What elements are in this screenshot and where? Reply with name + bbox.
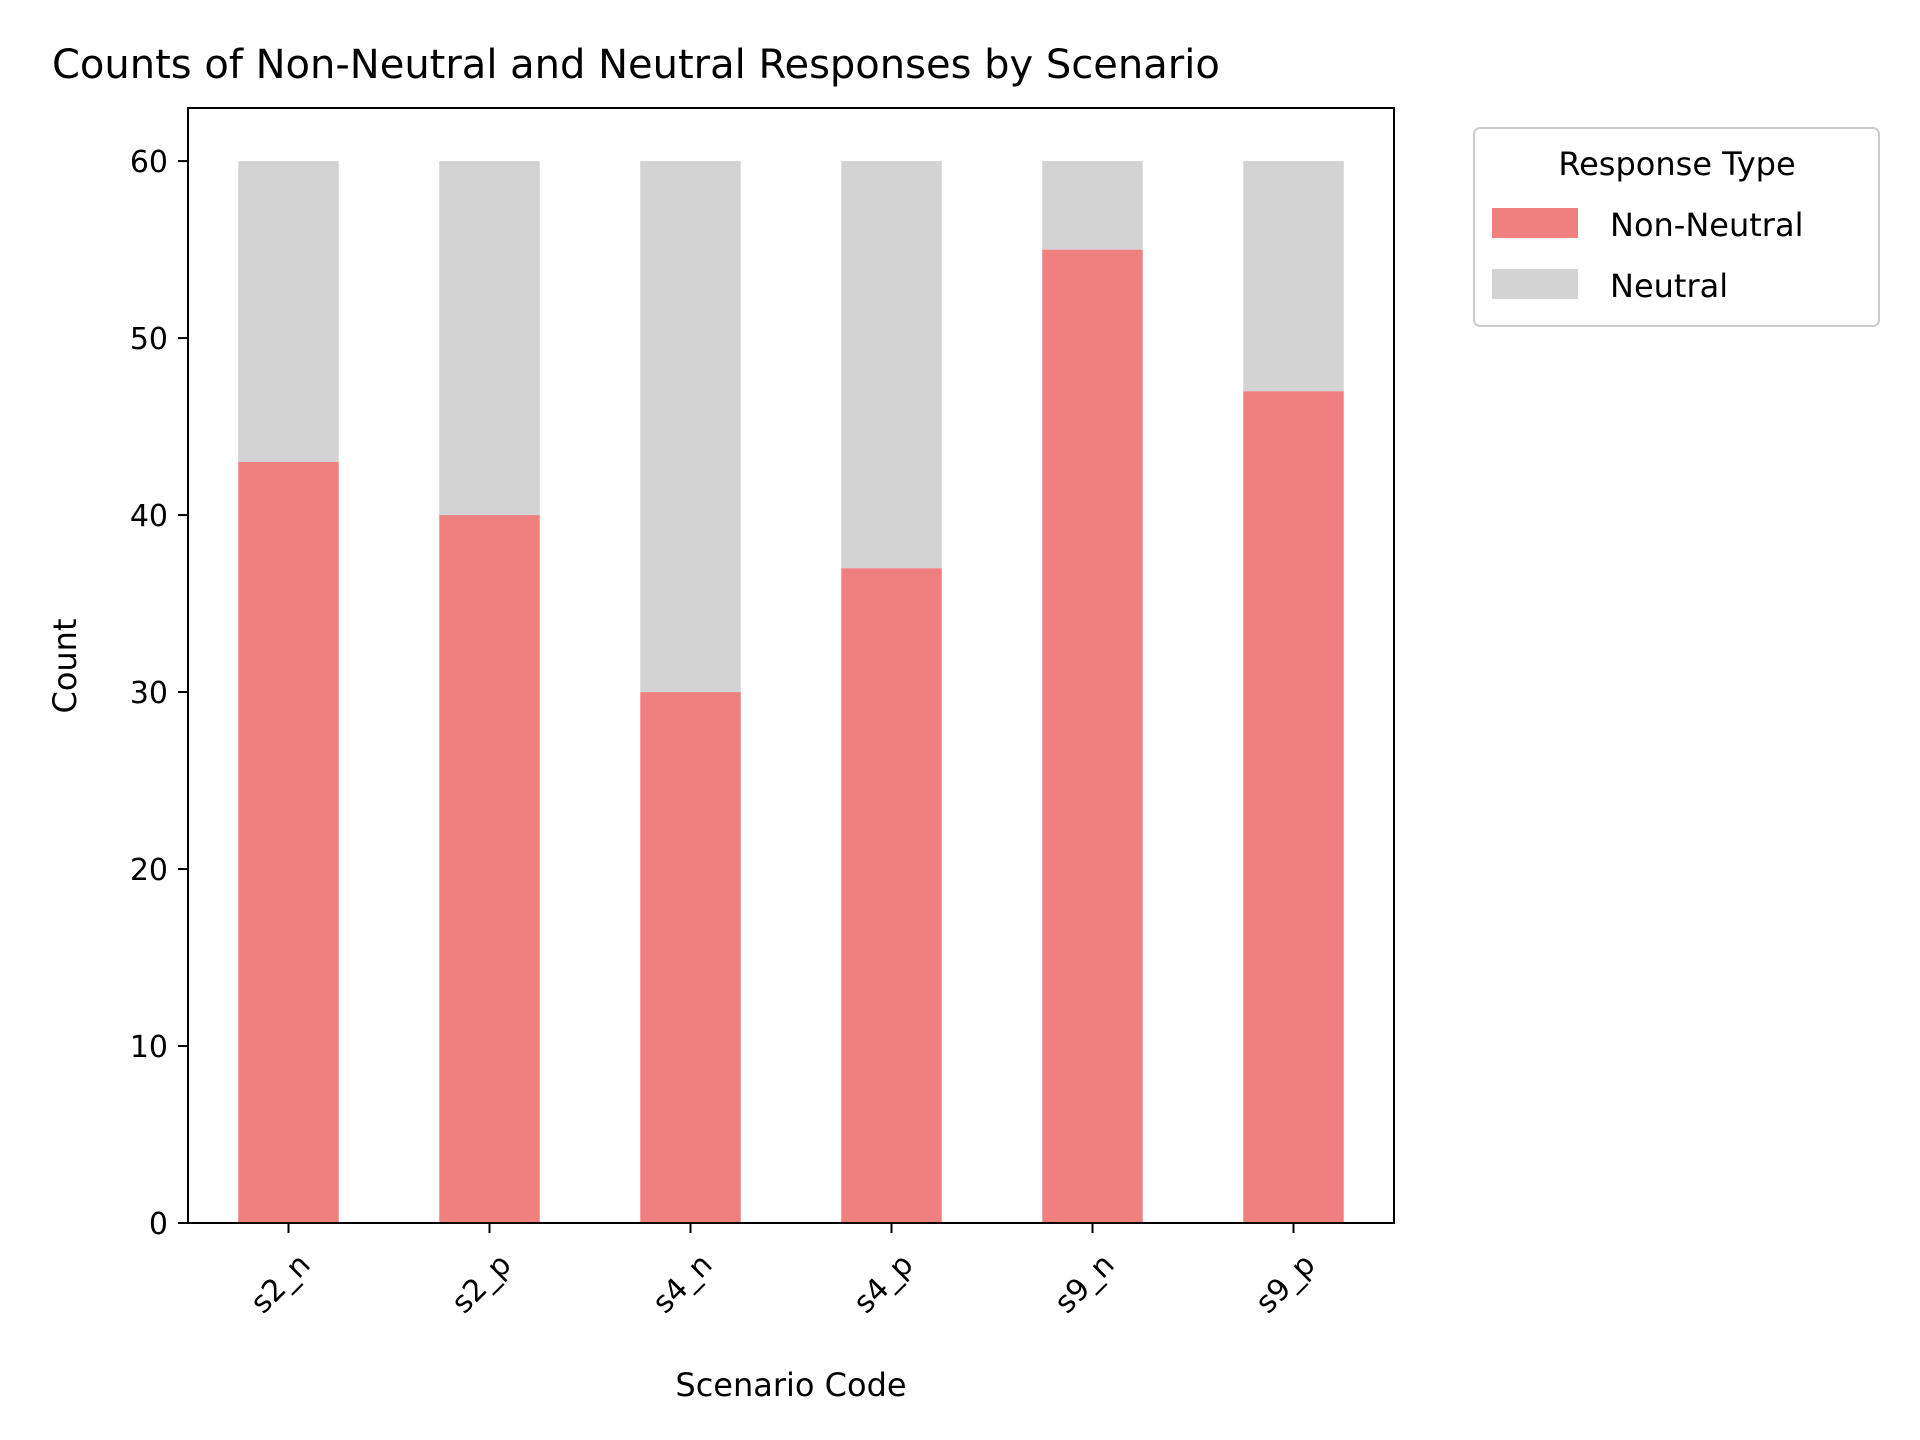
- legend: Response Type Non-Neutral Neutral: [1473, 127, 1880, 327]
- legend-label-neutral: Neutral: [1610, 267, 1728, 305]
- legend-swatch-non-neutral: [1492, 208, 1578, 238]
- bar-non-neutral-s9-n: [1042, 249, 1143, 1224]
- y-tick-label: 20: [130, 853, 168, 888]
- y-tick-label: 50: [130, 322, 168, 357]
- bar-non-neutral-s2-n: [238, 461, 339, 1224]
- bar-non-neutral-s2-p: [439, 515, 540, 1223]
- bar-neutral-s9-p: [1243, 161, 1344, 392]
- y-tick-label: 10: [130, 1030, 168, 1065]
- x-tick-label: s2_n: [244, 1247, 317, 1320]
- bars-layer: [238, 161, 1344, 1224]
- bar-non-neutral-s4-n: [640, 692, 741, 1223]
- bar-neutral-s2-n: [238, 161, 339, 462]
- y-tick-label: 60: [130, 145, 168, 180]
- y-tick-label: 30: [130, 676, 168, 711]
- bar-neutral-s4-p: [841, 161, 942, 569]
- legend-label-non-neutral: Non-Neutral: [1610, 206, 1803, 244]
- chart-title: Counts of Non-Neutral and Neutral Respon…: [52, 42, 1220, 88]
- y-axis-label: Count: [46, 618, 84, 713]
- bar-neutral-s9-n: [1042, 161, 1143, 250]
- x-tick-label: s4_p: [847, 1247, 920, 1320]
- x-tick-label: s4_n: [646, 1247, 719, 1320]
- bar-non-neutral-s4-p: [841, 568, 942, 1223]
- plot-frame: [187, 107, 1395, 1224]
- bar-neutral-s4-n: [640, 161, 741, 693]
- legend-title: Response Type: [1558, 145, 1795, 183]
- y-tick-label: 40: [130, 499, 168, 534]
- legend-swatch-neutral: [1492, 269, 1578, 299]
- bar-neutral-s2-p: [439, 161, 540, 516]
- bar-non-neutral-s9-p: [1243, 391, 1344, 1223]
- x-tick-label: s2_p: [445, 1247, 518, 1320]
- x-tick-label: s9_p: [1249, 1247, 1322, 1320]
- x-tick-label: s9_n: [1048, 1247, 1121, 1320]
- y-axis: 0 10 20 30 40 50 60: [130, 145, 188, 1242]
- y-tick-label: 0: [149, 1207, 168, 1242]
- x-axis-label: Scenario Code: [675, 1366, 906, 1404]
- x-axis: s2_n s2_p s4_n s4_p s9_n s9_p: [244, 1223, 1322, 1321]
